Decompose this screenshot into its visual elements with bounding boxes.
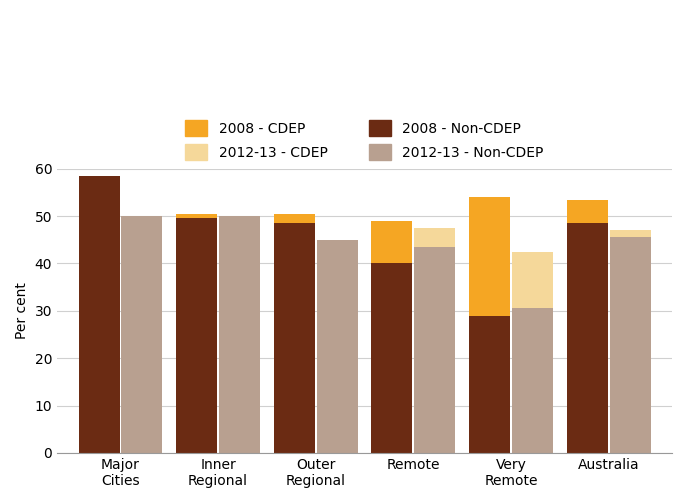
Bar bbox=[512, 252, 553, 308]
Bar bbox=[567, 223, 607, 453]
Bar bbox=[78, 176, 120, 453]
Bar bbox=[372, 221, 412, 264]
Bar bbox=[176, 214, 217, 218]
Y-axis label: Per cent: Per cent bbox=[15, 282, 29, 339]
Bar bbox=[512, 308, 553, 453]
Bar bbox=[273, 214, 315, 223]
Bar bbox=[469, 315, 510, 453]
Bar bbox=[317, 240, 358, 453]
Bar bbox=[273, 223, 315, 453]
Bar bbox=[219, 216, 260, 453]
Bar bbox=[609, 230, 651, 237]
Bar bbox=[567, 200, 607, 223]
Bar bbox=[609, 237, 651, 453]
Bar bbox=[414, 228, 455, 247]
Legend: 2008 - CDEP, 2012-13 - CDEP, 2008 - Non-CDEP, 2012-13 - Non-CDEP: 2008 - CDEP, 2012-13 - CDEP, 2008 - Non-… bbox=[179, 113, 551, 167]
Bar bbox=[469, 197, 510, 315]
Bar bbox=[122, 216, 162, 453]
Bar bbox=[176, 218, 217, 453]
Bar bbox=[414, 247, 455, 453]
Bar bbox=[372, 264, 412, 453]
